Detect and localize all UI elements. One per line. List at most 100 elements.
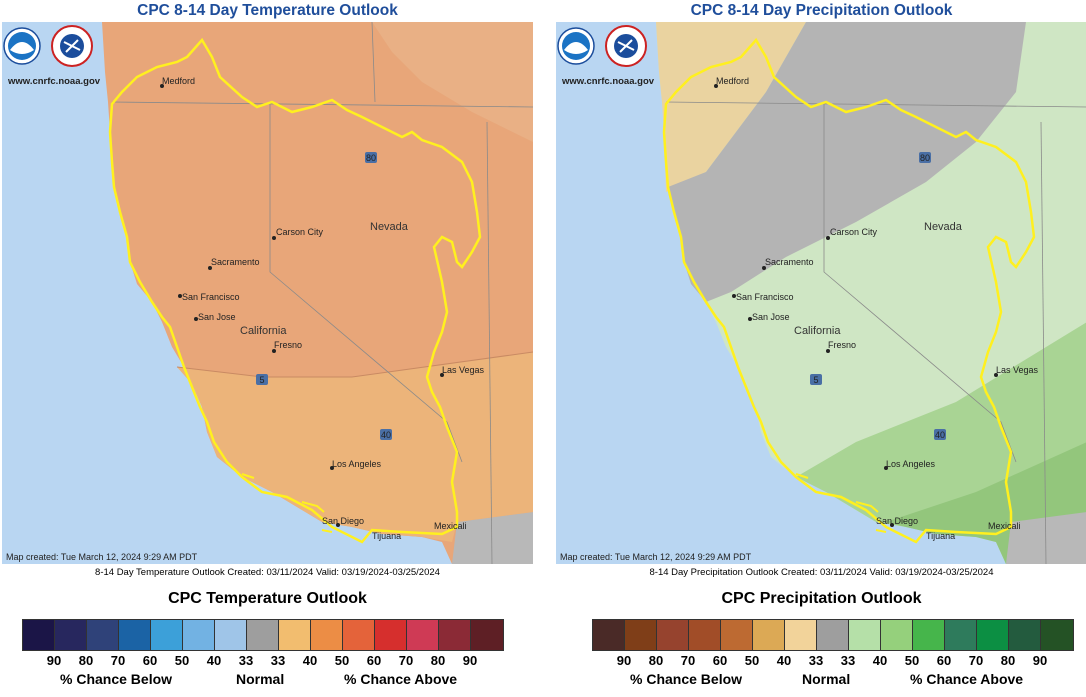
legend-swatch [55, 620, 87, 650]
state-nevada: Nevada [370, 221, 409, 233]
legend-tick-label: 40 [302, 653, 318, 668]
map-created-timestamp: Map created: Tue March 12, 2024 9:29 AM … [6, 552, 198, 562]
legend-tick-label: 70 [968, 653, 984, 668]
city-mexicali: Mexicali [988, 521, 1021, 531]
legend-tick-label: 33 [808, 653, 824, 668]
temperature-legend: CPC Temperature Outlook 90 80 70 60 50 40 33 33… [2, 590, 533, 697]
precipitation-legend-title: CPC Precipitation Outlook [721, 590, 922, 607]
legend-tick-label: 90 [1032, 653, 1048, 668]
legend-swatch [945, 620, 977, 650]
legend-swatch [721, 620, 753, 650]
legend-tick-label: 33 [270, 653, 286, 668]
city-san-jose: San Jose [752, 312, 790, 322]
legend-swatch [23, 620, 55, 650]
legend-swatch [279, 620, 311, 650]
state-california: California [240, 325, 287, 337]
temperature-map[interactable]: 80 5 40 Medford Carson City Nevada Sacra… [2, 22, 533, 564]
highway-80-label: 80 [366, 153, 376, 163]
legend-swatch [183, 620, 215, 650]
temperature-map-caption: 8-14 Day Temperature Outlook Created: 03… [95, 567, 440, 578]
legend-tick-label: 70 [680, 653, 696, 668]
precipitation-map-svg: 80 5 40 Medford Carson City Nevada Sacra… [556, 22, 1086, 564]
legend-swatch [1041, 620, 1073, 650]
legend-swatch [657, 620, 689, 650]
legend-tick-label: 70 [110, 653, 126, 668]
city-san-francisco: San Francisco [182, 292, 240, 302]
legend-swatch [913, 620, 945, 650]
legend-swatch [817, 620, 849, 650]
legend-swatch [439, 620, 471, 650]
highway-5-label: 5 [259, 375, 264, 385]
city-carson-city: Carson City [276, 227, 324, 237]
city-san-diego: San Diego [876, 516, 918, 526]
precipitation-map-panel: CPC 8-14 Day Precipitation Outlook [556, 0, 1086, 590]
legend-swatch [151, 620, 183, 650]
temperature-legend-title: CPC Temperature Outlook [168, 590, 367, 607]
temperature-legend-normal: Normal [236, 671, 285, 687]
legend-tick-label: 50 [744, 653, 760, 668]
legend-tick-label: 60 [712, 653, 728, 668]
temperature-legend-below: % Chance Below [60, 671, 173, 687]
legend-swatch [375, 620, 407, 650]
state-california: California [794, 325, 841, 337]
precipitation-legend: CPC Precipitation Outlook 90 80 70 60 50 40 33… [556, 590, 1086, 697]
city-los-angeles: Los Angeles [332, 459, 382, 469]
city-san-jose: San Jose [198, 312, 236, 322]
city-fresno: Fresno [828, 340, 856, 350]
legend-tick-label: 80 [78, 653, 94, 668]
legend-swatch [689, 620, 721, 650]
city-sacramento: Sacramento [211, 257, 260, 267]
highway-5-label: 5 [813, 375, 818, 385]
city-sacramento: Sacramento [765, 257, 814, 267]
legend-tick-label: 80 [1000, 653, 1016, 668]
temperature-map-panel: CPC 8-14 Day Temperature Outlook [2, 0, 533, 590]
city-san-francisco: San Francisco [736, 292, 794, 302]
precipitation-legend-above: % Chance Above [910, 671, 1024, 687]
city-las-vegas: Las Vegas [996, 365, 1039, 375]
precipitation-map-caption: 8-14 Day Precipitation Outlook Created: … [649, 567, 994, 578]
city-san-diego: San Diego [322, 516, 364, 526]
precipitation-map[interactable]: 80 5 40 Medford Carson City Nevada Sacra… [556, 22, 1086, 564]
legend-tick-label: 90 [462, 653, 478, 668]
legend-tick-label: 40 [872, 653, 888, 668]
legend-swatch [87, 620, 119, 650]
legend-swatch [471, 620, 503, 650]
legend-tick-label: 80 [648, 653, 664, 668]
logo-url: www.cnrfc.noaa.gov [562, 76, 655, 87]
legend-swatch [785, 620, 817, 650]
noaa-nws-logos [557, 25, 647, 67]
city-medford: Medford [162, 76, 195, 86]
state-nevada: Nevada [924, 221, 963, 233]
legend-swatch [977, 620, 1009, 650]
legend-swatch [753, 620, 785, 650]
legend-tick-label: 60 [366, 653, 382, 668]
legend-swatch [247, 620, 279, 650]
legend-swatch [849, 620, 881, 650]
temperature-map-svg: 80 5 40 Medford Carson City Nevada Sacra… [2, 22, 533, 564]
legend-swatch [343, 620, 375, 650]
temperature-map-title: CPC 8-14 Day Temperature Outlook [137, 2, 398, 19]
legend-swatch [1009, 620, 1041, 650]
city-tijuana: Tijuana [926, 531, 955, 541]
city-las-vegas: Las Vegas [442, 365, 485, 375]
legend-tick-label: 50 [334, 653, 350, 668]
legend-tick-label: 70 [398, 653, 414, 668]
legend-swatch [119, 620, 151, 650]
legend-tick-label: 50 [174, 653, 190, 668]
legend-tick-label: 80 [430, 653, 446, 668]
logo-url: www.cnrfc.noaa.gov [8, 76, 101, 87]
city-los-angeles: Los Angeles [886, 459, 936, 469]
city-medford: Medford [716, 76, 749, 86]
temperature-legend-swatches [22, 619, 504, 651]
highway-40-label: 40 [935, 430, 945, 440]
highway-40-label: 40 [381, 430, 391, 440]
map-created-timestamp: Map created: Tue March 12, 2024 9:29 AM … [560, 552, 752, 562]
legend-tick-label: 33 [238, 653, 254, 668]
legend-swatch [215, 620, 247, 650]
legend-tick-label: 60 [936, 653, 952, 668]
legend-tick-label: 33 [840, 653, 856, 668]
legend-swatch [311, 620, 343, 650]
legend-swatch [881, 620, 913, 650]
legend-tick-label: 40 [776, 653, 792, 668]
highway-80-label: 80 [920, 153, 930, 163]
